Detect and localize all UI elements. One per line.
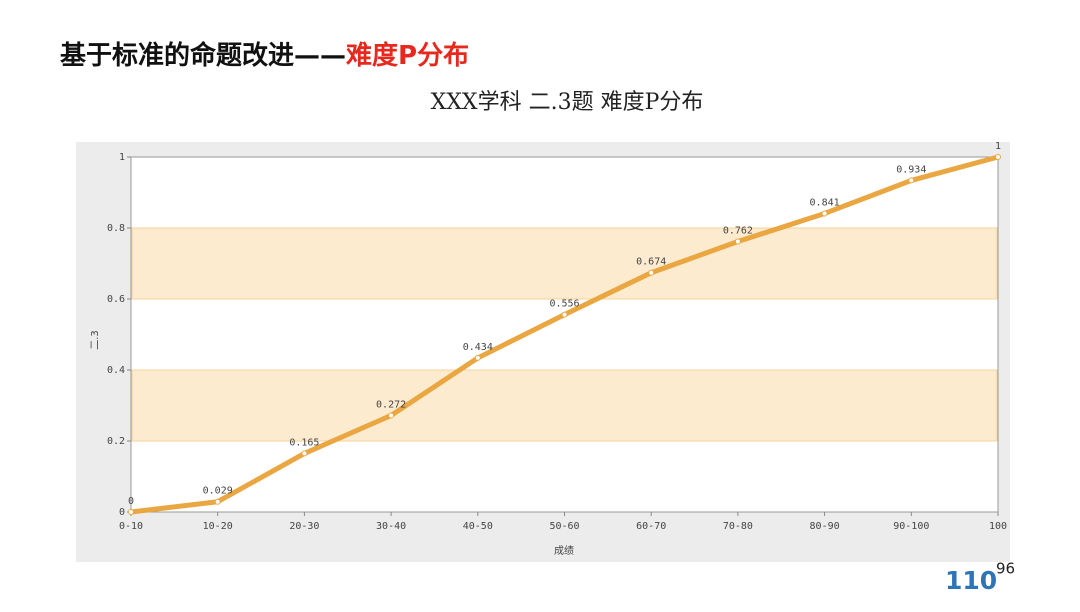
data-point xyxy=(474,354,481,361)
data-point xyxy=(301,450,308,457)
chart-title: XXX学科 二.3题 难度P分布 xyxy=(431,90,704,115)
y-tick-label: 0.4 xyxy=(107,365,125,376)
data-label: 1 xyxy=(995,141,1001,152)
heading: 基于标准的命题改进——难度P分布 xyxy=(60,40,469,71)
band xyxy=(131,227,998,300)
x-tick-label: 40-50 xyxy=(463,521,493,532)
data-point xyxy=(995,154,1001,160)
data-point xyxy=(908,177,915,184)
data-label: 0.556 xyxy=(549,299,579,310)
y-tick-label: 0 xyxy=(119,507,125,518)
page-superscript: 96 xyxy=(996,560,1015,578)
plot-area xyxy=(130,156,999,513)
x-tick-label: 0-10 xyxy=(119,521,143,532)
data-label: 0.841 xyxy=(810,197,840,208)
y-tick-label: 0.6 xyxy=(107,294,125,305)
x-axis-label: 成绩 xyxy=(554,544,574,557)
data-point xyxy=(214,498,221,505)
data-label: 0.029 xyxy=(203,486,233,497)
x-tick-label: 60-70 xyxy=(636,521,666,532)
heading-accent: 难度P分布 xyxy=(346,40,469,71)
heading-main: 基于标准的命题改进—— xyxy=(60,40,346,71)
plot: 0 0.2 0.4 0.6 0.8 1 0-10 10-20 20-30 30-40 40-50 50… xyxy=(107,141,1007,532)
x-tick-label: 20-30 xyxy=(289,521,319,532)
x-tick-label: 100 xyxy=(989,521,1007,532)
data-label: 0.934 xyxy=(896,164,926,175)
data-label: 0 xyxy=(128,496,134,507)
data-label: 0.674 xyxy=(636,257,666,268)
data-point xyxy=(648,269,655,276)
x-tick-label: 70-80 xyxy=(723,521,753,532)
x-tick-label: 80-90 xyxy=(810,521,840,532)
x-tick-label: 30-40 xyxy=(376,521,406,532)
data-point xyxy=(128,509,134,515)
data-label: 0.762 xyxy=(723,225,753,236)
data-point xyxy=(734,238,741,245)
data-point xyxy=(821,210,828,217)
data-point xyxy=(388,412,395,419)
data-label: 0.434 xyxy=(463,342,493,353)
data-point xyxy=(561,311,568,318)
y-tick-label: 0.8 xyxy=(107,223,125,234)
band xyxy=(131,369,998,442)
data-label: 0.165 xyxy=(289,437,319,448)
y-axis-label: 二.3 xyxy=(90,330,101,350)
x-tick-label: 90-100 xyxy=(893,521,929,532)
data-label: 0.272 xyxy=(376,399,406,410)
y-tick-label: 1 xyxy=(119,152,125,163)
x-tick-label: 10-20 xyxy=(203,521,233,532)
page-number: 110 xyxy=(945,566,997,595)
y-tick-label: 0.2 xyxy=(107,436,125,447)
x-tick-label: 50-60 xyxy=(549,521,579,532)
